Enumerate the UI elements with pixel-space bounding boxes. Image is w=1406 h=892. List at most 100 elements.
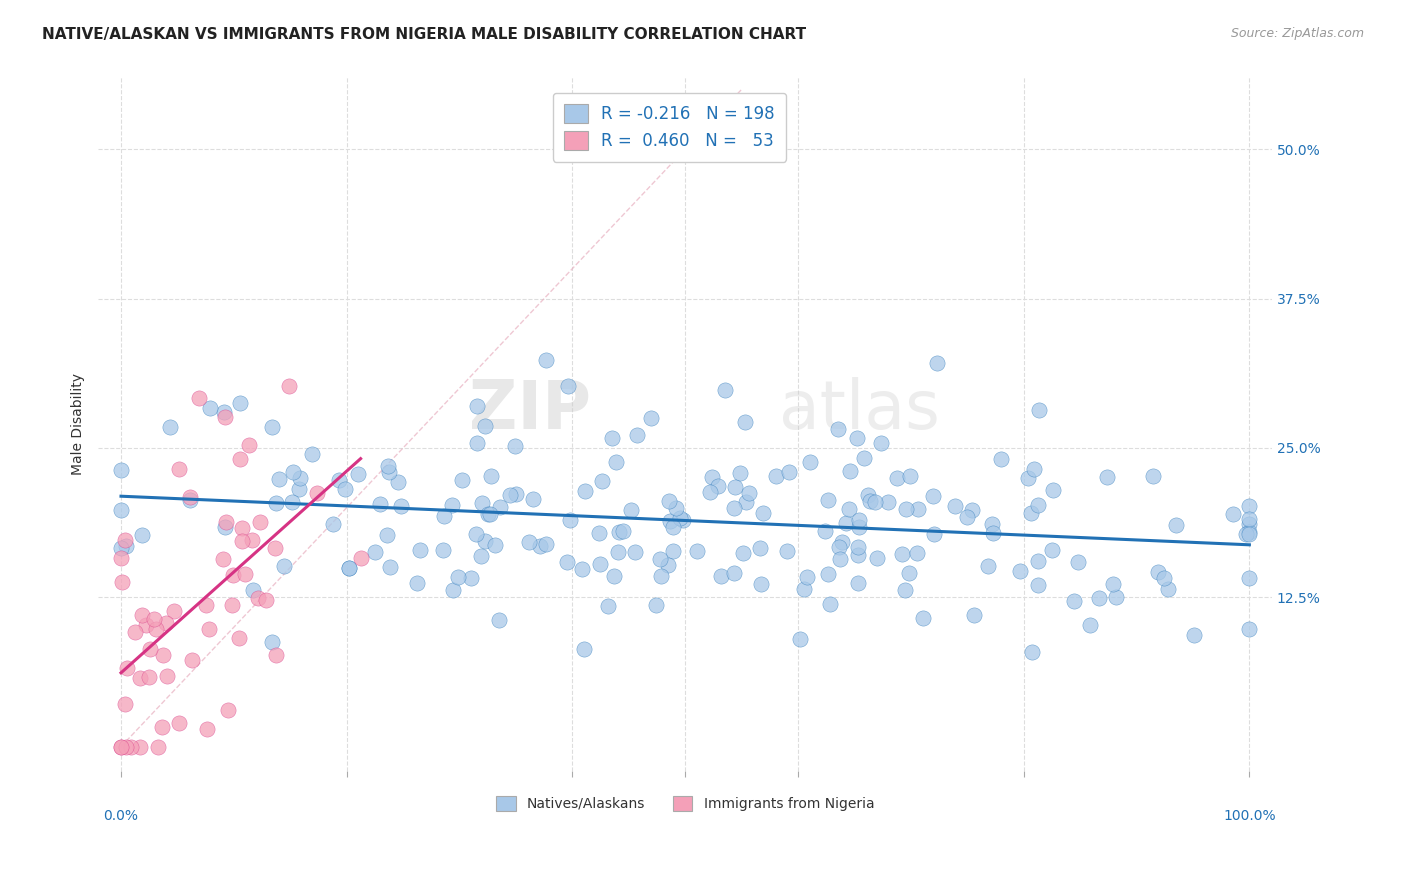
Point [447, 570, 470, 584]
Point [131, 608, 153, 623]
Point [477, 508, 499, 522]
Point [222, 568, 245, 582]
Point [905, 546, 928, 560]
Point [589, 558, 612, 572]
Point [1142, 468, 1164, 483]
Point [605, 455, 627, 469]
Point [728, 466, 751, 480]
Point [215, 515, 238, 529]
Point [375, 527, 398, 541]
Point [451, 473, 474, 487]
Point [925, 356, 948, 370]
Point [838, 502, 860, 516]
Point [146, 739, 169, 754]
Point [278, 379, 301, 393]
Point [845, 431, 868, 445]
Point [260, 420, 283, 434]
Point [128, 739, 150, 754]
Point [796, 570, 818, 584]
Point [738, 485, 761, 500]
Point [778, 465, 800, 479]
Point [1021, 645, 1043, 659]
Point [749, 577, 772, 591]
Point [517, 534, 540, 549]
Point [662, 544, 685, 558]
Text: atlas: atlas [779, 377, 941, 443]
Point [499, 487, 522, 501]
Point [624, 544, 647, 558]
Point [120, 739, 142, 754]
Point [1026, 554, 1049, 568]
Point [831, 535, 853, 549]
Point [1153, 571, 1175, 585]
Point [249, 515, 271, 529]
Point [818, 598, 841, 612]
Point [465, 435, 488, 450]
Point [262, 635, 284, 649]
Point [714, 383, 737, 397]
Point [389, 500, 412, 514]
Point [1008, 565, 1031, 579]
Point [574, 484, 596, 499]
Point [221, 598, 243, 612]
Point [180, 653, 202, 667]
Point [163, 604, 186, 618]
Point [664, 500, 686, 515]
Point [1147, 566, 1170, 580]
Point [686, 544, 709, 558]
Point [138, 670, 160, 684]
Point [1067, 555, 1090, 569]
Legend: Natives/Alaskans, Immigrants from Nigeria: Natives/Alaskans, Immigrants from Nigeri… [488, 788, 883, 819]
Point [735, 495, 758, 509]
Point [110, 503, 132, 517]
Point [229, 396, 252, 410]
Point [922, 527, 945, 541]
Point [488, 613, 510, 627]
Point [723, 501, 745, 516]
Point [139, 641, 162, 656]
Point [846, 540, 869, 554]
Point [893, 583, 915, 598]
Point [484, 538, 506, 552]
Point [290, 471, 312, 485]
Point [212, 551, 235, 566]
Point [963, 608, 986, 623]
Point [273, 559, 295, 574]
Point [700, 470, 723, 484]
Point [814, 524, 837, 538]
Point [474, 419, 496, 434]
Point [962, 503, 984, 517]
Point [898, 566, 921, 580]
Point [558, 513, 581, 527]
Point [890, 547, 912, 561]
Point [603, 569, 626, 583]
Point [894, 501, 917, 516]
Point [131, 528, 153, 542]
Point [471, 495, 494, 509]
Text: Source: ZipAtlas.com: Source: ZipAtlas.com [1230, 27, 1364, 40]
Point [731, 546, 754, 560]
Point [267, 472, 290, 486]
Point [474, 534, 496, 549]
Point [287, 482, 309, 496]
Point [377, 465, 399, 479]
Point [198, 401, 221, 416]
Point [607, 545, 630, 559]
Point [1239, 622, 1261, 636]
Point [848, 575, 870, 590]
Text: ZIP: ZIP [470, 377, 592, 443]
Point [534, 353, 557, 368]
Point [387, 475, 409, 489]
Point [198, 622, 221, 636]
Point [1078, 618, 1101, 632]
Point [368, 497, 391, 511]
Point [846, 548, 869, 562]
Point [1040, 543, 1063, 558]
Point [981, 516, 1004, 531]
Point [866, 551, 889, 566]
Point [1017, 471, 1039, 485]
Point [214, 410, 236, 425]
Point [169, 715, 191, 730]
Point [1101, 577, 1123, 591]
Point [1156, 582, 1178, 596]
